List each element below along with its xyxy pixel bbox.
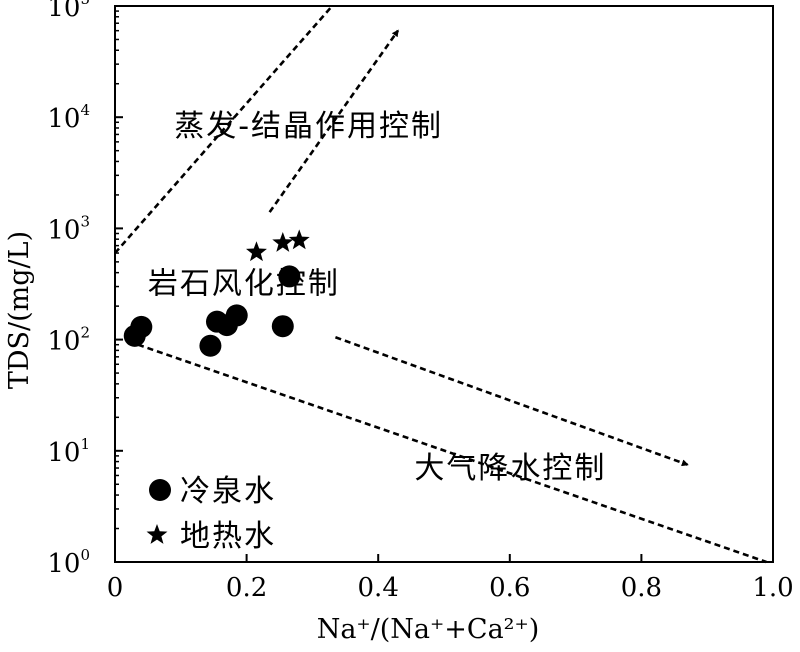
region-label: 蒸发-结晶作用控制 (174, 109, 443, 144)
geothermal-point (288, 229, 310, 250)
x-tick-label: 0.2 (226, 573, 267, 603)
legend-marker-star (146, 524, 168, 544)
x-tick-label: 0.6 (489, 573, 530, 603)
data-points (123, 229, 310, 357)
boundary-line (137, 343, 767, 564)
cold-spring-point (225, 304, 248, 327)
trend-arrow (334, 336, 689, 467)
region-label: 大气降水控制 (414, 451, 606, 486)
cold-spring-point (130, 315, 153, 338)
geothermal-point (272, 231, 294, 252)
y-axis-ticks: 100 101 102 103 104 105 (47, 0, 123, 579)
trend-arrow (268, 29, 400, 213)
geothermal-point (246, 241, 267, 262)
boundary-line (114, 5, 334, 254)
region-label: 岩石风化控制 (148, 266, 340, 301)
y-tick-label: 104 (47, 101, 90, 134)
x-tick-label: 0.8 (621, 573, 662, 603)
legend-label-geothermal: 地热水 (180, 519, 276, 554)
x-tick-label: 0.4 (358, 573, 399, 603)
boundary-lines (114, 5, 767, 564)
y-tick-label: 100 (47, 546, 90, 579)
y-tick-label: 101 (47, 435, 90, 468)
plot-frame (114, 5, 774, 563)
x-axis-title: Na⁺/(Na⁺+Ca²⁺) (317, 614, 540, 645)
cold-spring-point (278, 265, 301, 288)
x-tick-label: 0 (107, 573, 124, 603)
legend-marker-circle (149, 479, 171, 501)
y-tick-label: 103 (47, 212, 90, 245)
x-axis-ticks: 0 0.2 0.4 0.6 0.8 1.0 (107, 554, 794, 603)
cold-spring-point (271, 315, 294, 338)
y-tick-label: 102 (47, 324, 90, 357)
cold-spring-point (199, 334, 222, 357)
y-axis-title: TDS/(mg/L) (4, 231, 35, 389)
x-tick-label: 1.0 (752, 573, 793, 603)
legend-label-cold-spring: 冷泉水 (180, 474, 276, 509)
y-tick-label: 105 (47, 0, 90, 23)
legend: 冷泉水 地热水 (146, 474, 276, 554)
